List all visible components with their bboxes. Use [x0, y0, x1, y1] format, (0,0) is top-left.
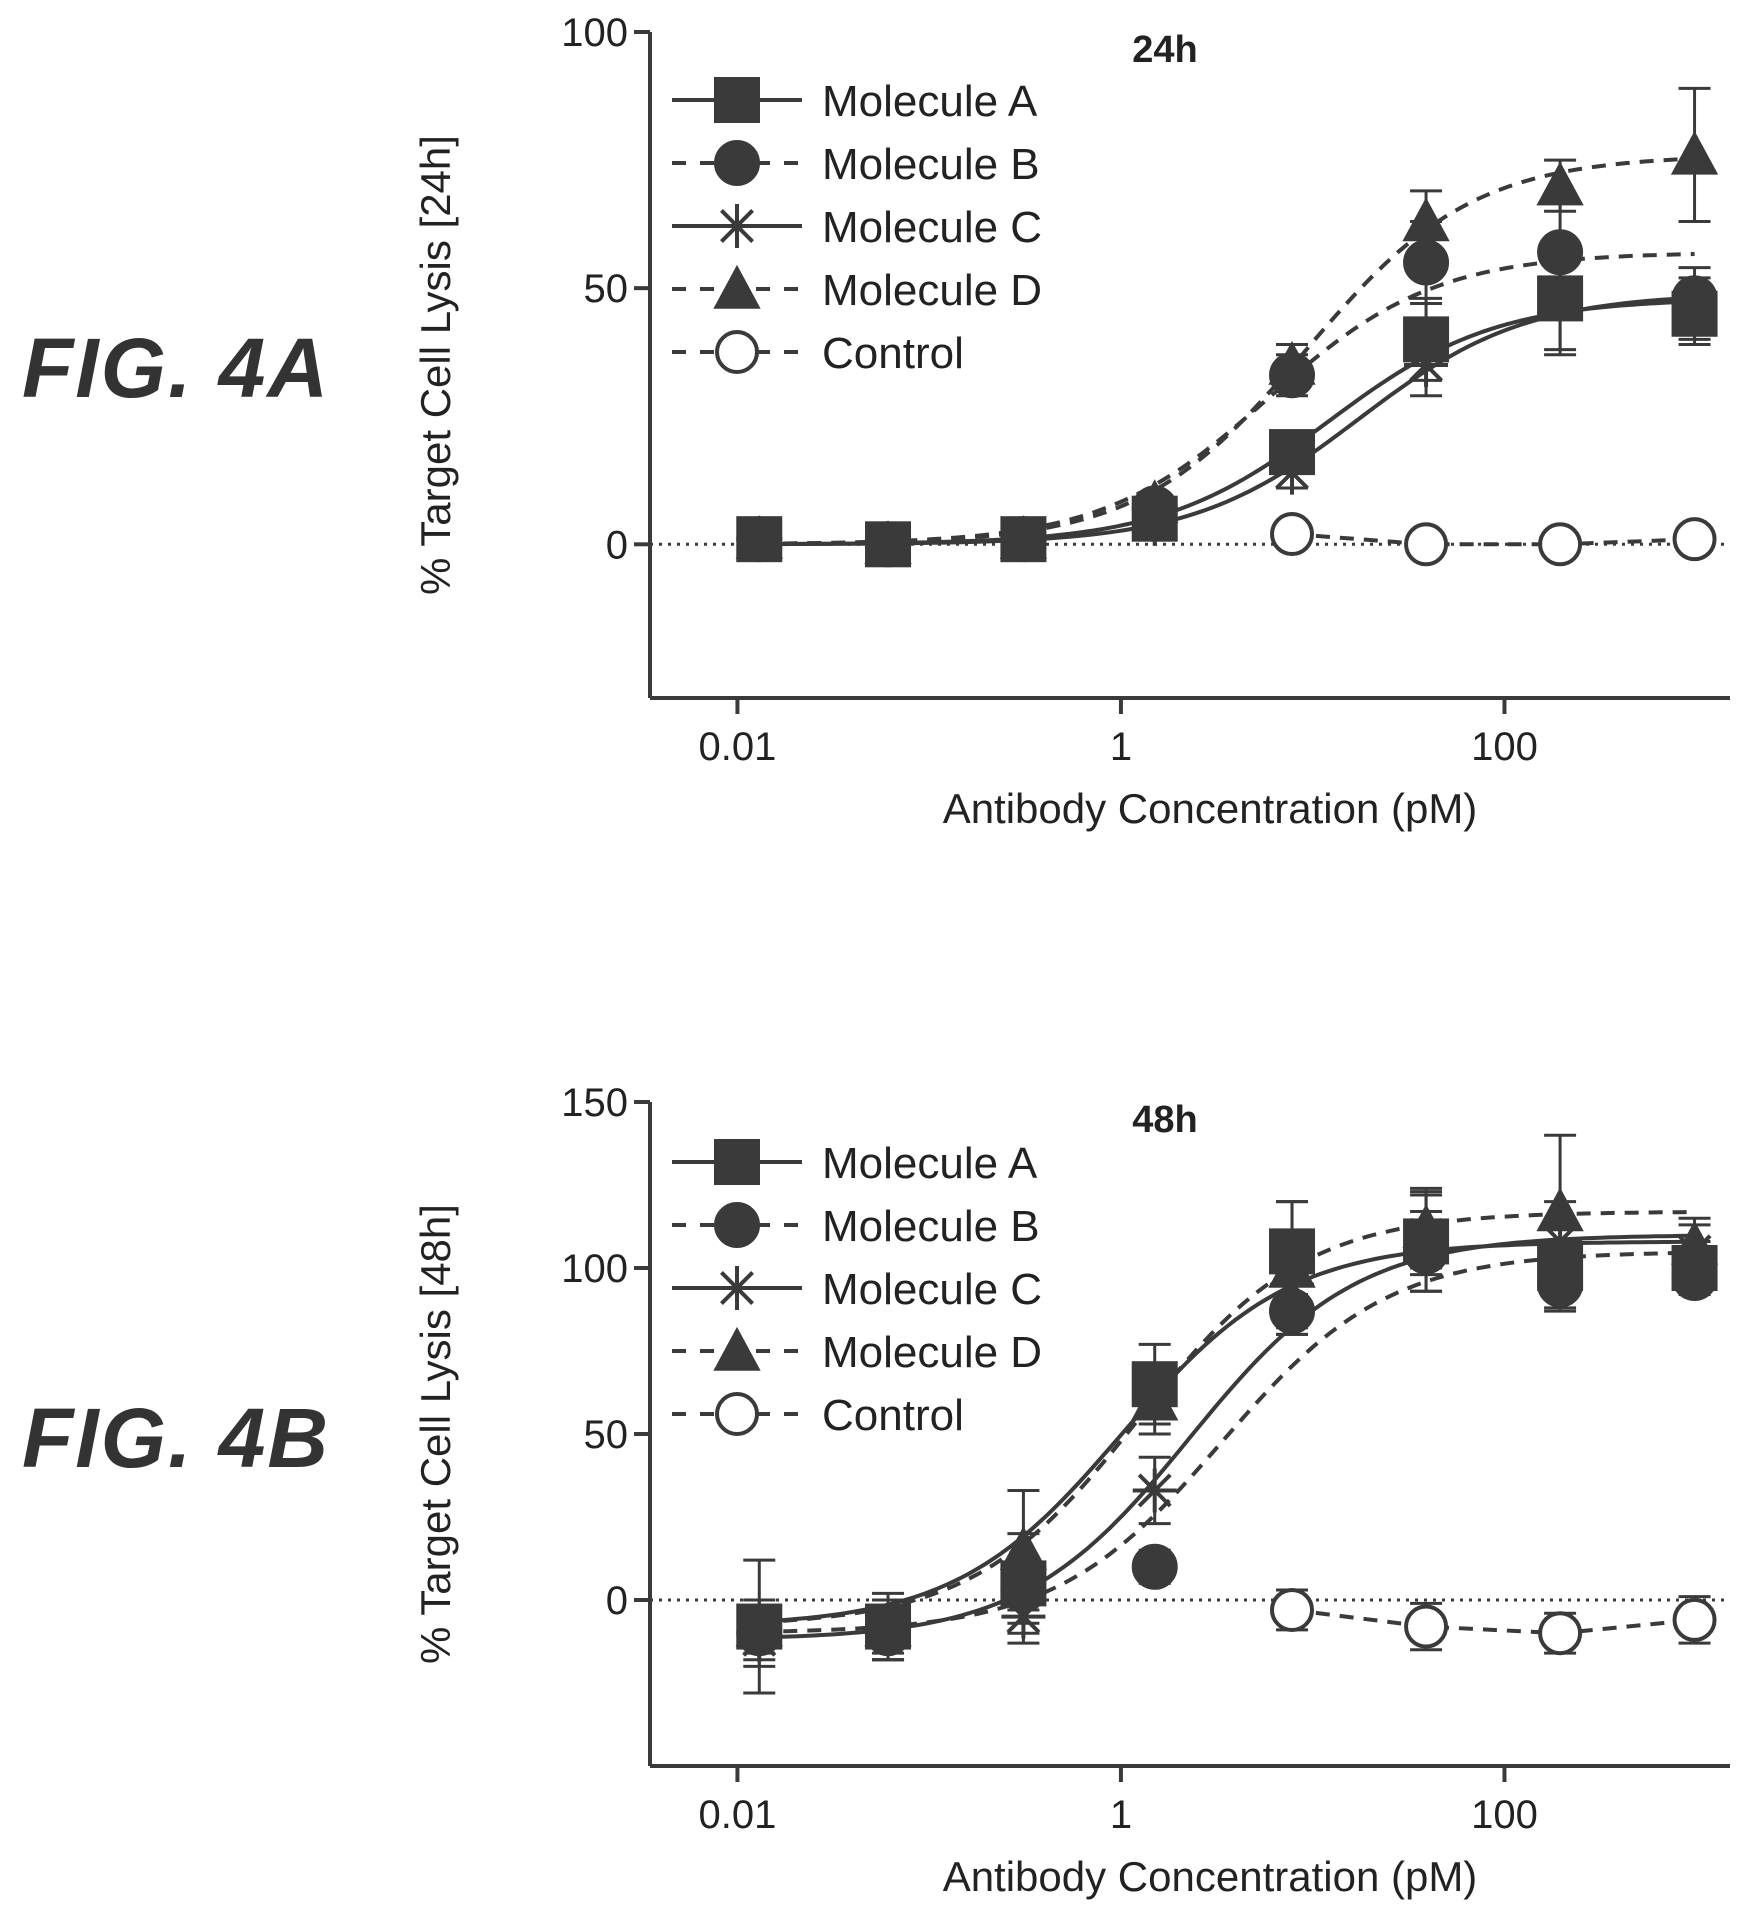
legend-entry-molecule-a: Molecule A	[672, 1139, 1038, 1188]
legend-entry-molecule-c: Molecule C	[672, 1265, 1042, 1314]
data-point-molecule-d	[1131, 1376, 1179, 1421]
series-control	[1270, 1587, 1717, 1656]
series-line	[1291, 532, 1695, 547]
data-point-molecule-d	[1268, 1243, 1316, 1288]
data-point-molecule-c	[1132, 1468, 1177, 1513]
x-tick-label: 0.01	[699, 1793, 777, 1837]
legend-entry-molecule-b: Molecule B	[672, 1202, 1040, 1251]
series-fit-curve	[759, 1210, 1695, 1625]
chart-48h: 0 50 100 150 0.01 1 100 Antibody Concentration …	[412, 1081, 1730, 1900]
legend-entry-control: Control	[672, 1391, 964, 1440]
data-point-molecule-c	[1538, 271, 1583, 316]
y-tick-label: 0	[606, 1579, 628, 1623]
data-point-molecule-d	[999, 1526, 1048, 1570]
series-fit-curve	[759, 295, 1695, 547]
legend-entry-molecule-d: Molecule D	[672, 264, 1042, 315]
y-tick-label: 100	[561, 11, 628, 55]
series-fit-curve	[759, 1239, 1695, 1624]
panel-title: 24h	[1132, 29, 1197, 71]
series-fit-curve	[759, 156, 1695, 546]
series-control	[1270, 512, 1717, 567]
data-point-molecule-d	[735, 1602, 783, 1647]
legend-marker	[714, 1202, 760, 1248]
legend-marker	[715, 204, 759, 248]
legend-entry-molecule-c: Molecule C	[672, 203, 1042, 252]
data-point-molecule-d	[1402, 197, 1450, 242]
data-point-molecule-c	[1404, 343, 1449, 387]
legend-label: Molecule C	[822, 203, 1042, 252]
data-point-molecule-c	[1001, 1594, 1046, 1639]
y-axis-title: % Target Cell Lysis [24h]	[412, 135, 459, 595]
x-tick-label: 100	[1471, 1793, 1538, 1837]
y-tick-label: 100	[561, 1247, 628, 1291]
data-point-molecule-b	[1131, 1543, 1178, 1590]
legend-marker	[715, 1392, 759, 1436]
series-molecule-b	[736, 199, 1718, 568]
legend-label: Molecule C	[822, 1265, 1042, 1314]
x-tick-label: 1	[1110, 1793, 1132, 1837]
x-tick-label: 100	[1471, 725, 1538, 769]
data-point-molecule-d	[1402, 1204, 1450, 1248]
data-point-molecule-d	[864, 1602, 912, 1647]
legend-label: Molecule D	[822, 1328, 1042, 1377]
data-point-molecule-d	[1131, 479, 1179, 524]
legend-marker	[715, 330, 759, 374]
data-point-molecule-d	[1536, 161, 1584, 206]
data-point-molecule-c	[1270, 450, 1315, 495]
y-tick-label: 150	[561, 1081, 628, 1125]
legend-label: Molecule D	[822, 266, 1042, 315]
legend-marker	[714, 77, 760, 123]
legend-label: Molecule A	[822, 77, 1038, 126]
legend-label: Control	[822, 1391, 964, 1440]
data-point-molecule-d	[864, 520, 912, 565]
legend-entry-molecule-b: Molecule B	[672, 140, 1040, 189]
x-tick-label: 1	[1110, 725, 1132, 769]
y-axis-title: % Target Cell Lysis [48h]	[412, 1204, 459, 1664]
data-point-molecule-d	[1670, 1220, 1719, 1265]
legend-marker	[714, 1139, 760, 1185]
data-point-molecule-d	[999, 515, 1048, 559]
x-tick-label: 0.01	[699, 725, 777, 769]
legend-marker	[714, 140, 760, 186]
data-point-molecule-c	[1672, 286, 1717, 331]
data-point-control	[1404, 522, 1449, 567]
data-point-control	[1538, 1611, 1583, 1656]
y-tick-label: 50	[584, 267, 629, 311]
data-point-molecule-d	[1670, 130, 1719, 175]
legend-label: Control	[822, 329, 964, 378]
series-line	[1291, 1607, 1695, 1636]
legend-marker	[715, 1266, 759, 1310]
legend-entry-molecule-a: Molecule A	[672, 77, 1038, 126]
data-point-control	[1270, 1587, 1315, 1632]
x-axis-title: Antibody Concentration (pM)	[943, 1853, 1478, 1900]
legend-entry-control: Control	[672, 329, 964, 378]
data-point-control	[1270, 512, 1315, 557]
legend-entry-molecule-d: Molecule D	[672, 1326, 1042, 1377]
legend: Molecule A Molecule B Molecule C Molecule D…	[672, 1139, 1042, 1440]
series-molecule-d	[735, 86, 1719, 565]
legend-label: Molecule B	[822, 1202, 1040, 1251]
y-tick-label: 50	[584, 1413, 629, 1457]
data-point-control	[1538, 522, 1583, 567]
legend: Molecule A Molecule B Molecule C Molecule D…	[672, 77, 1042, 378]
data-point-control	[1672, 1597, 1717, 1642]
legend-label: Molecule B	[822, 140, 1040, 189]
x-axis-title: Antibody Concentration (pM)	[943, 785, 1478, 832]
data-point-molecule-d	[735, 515, 783, 559]
data-point-control	[1404, 1604, 1449, 1649]
y-tick-label: 0	[606, 523, 628, 567]
legend-marker	[713, 1326, 761, 1371]
legend-label: Molecule A	[822, 1139, 1038, 1188]
data-point-molecule-d	[1268, 340, 1316, 385]
legend-marker	[713, 264, 761, 309]
chart-24h: 0 50 100 0.01 1 100 Antibody Concentration (pM…	[412, 11, 1730, 832]
figure-label-4a: FIG. 4A	[22, 321, 331, 415]
data-point-control	[1672, 517, 1717, 562]
data-point-molecule-d	[1536, 1187, 1584, 1232]
series-molecule-d	[735, 1133, 1719, 1655]
panel-title: 48h	[1132, 1099, 1197, 1141]
figure-label-4b: FIG. 4B	[22, 1391, 331, 1485]
